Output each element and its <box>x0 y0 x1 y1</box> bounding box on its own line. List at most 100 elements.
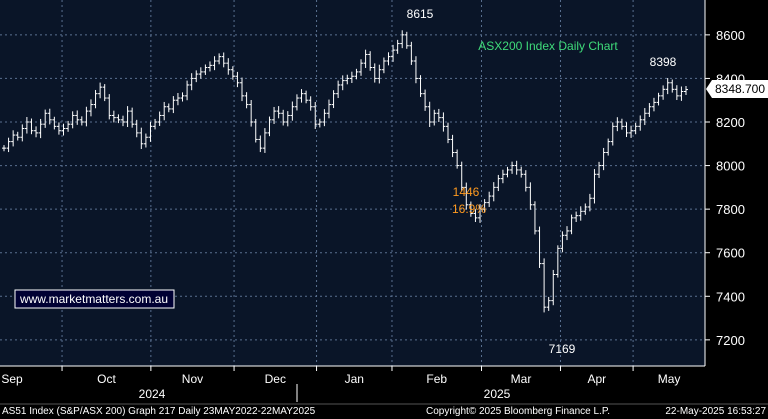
ohlc-bar <box>66 120 71 132</box>
ohlc-bar <box>308 96 313 111</box>
ohlc-bar <box>56 122 61 135</box>
ohlc-bar <box>317 118 322 128</box>
chart-title: ASX200 Index Daily Chart <box>478 39 618 53</box>
ohlc-bar <box>670 79 675 93</box>
ohlc-bar <box>244 92 249 109</box>
ohlc-bar <box>180 92 185 102</box>
ohlc-bar <box>441 112 446 132</box>
ohlc-bar <box>345 74 350 85</box>
ohlc-bar <box>262 128 267 153</box>
ohlc-bar <box>226 58 231 75</box>
ohlc-bar <box>166 103 171 113</box>
x-tick-label: Jan <box>345 372 364 386</box>
ohlc-bar <box>221 52 226 68</box>
ohlc-bar <box>11 130 16 147</box>
ohlc-bar <box>240 77 245 102</box>
ohlc-bar <box>519 166 524 178</box>
ohlc-bar <box>217 53 222 65</box>
ohlc-bar <box>496 174 501 192</box>
ohlc-bar <box>542 258 547 313</box>
ohlc-bar <box>468 201 473 217</box>
ohlc-bar <box>6 137 11 153</box>
ohlc-bar <box>107 94 112 120</box>
y-tick-label: 8000 <box>716 159 745 174</box>
y-tick-label: 7400 <box>716 289 745 304</box>
ohlc-bar <box>510 161 515 174</box>
ohlc-bar <box>432 109 437 126</box>
ohlc-bars <box>2 30 688 313</box>
ohlc-bar <box>43 109 48 128</box>
x-tick-label: Nov <box>182 372 203 386</box>
ohlc-bar <box>290 101 295 121</box>
ohlc-bar <box>359 59 364 76</box>
ohlc-bar <box>143 133 148 148</box>
ohlc-bar <box>313 101 318 129</box>
x-tick-label: Apr <box>587 372 606 386</box>
ohlc-bar <box>455 149 460 169</box>
ohlc-bar <box>395 39 400 54</box>
ohlc-bar <box>230 66 235 80</box>
ohlc-bar <box>478 204 483 223</box>
ohlc-bar <box>88 99 93 117</box>
ohlc-bar <box>647 103 652 117</box>
ohlc-bar <box>377 64 382 84</box>
ohlc-bar <box>679 86 684 101</box>
ohlc-bar <box>578 206 583 221</box>
ohlc-bar <box>473 209 478 222</box>
x-tick-label: Oct <box>97 372 116 386</box>
ohlc-bar <box>272 106 277 124</box>
ohlc-bar <box>661 85 666 100</box>
ohlc-bar <box>258 135 263 153</box>
ohlc-bar <box>619 118 624 130</box>
ohlc-bar <box>2 145 6 152</box>
ohlc-bar <box>391 44 396 62</box>
x-tick-label: Feb <box>426 372 447 386</box>
ohlc-bar <box>569 214 574 235</box>
ohlc-bar <box>102 84 107 102</box>
ohlc-bar <box>409 41 414 65</box>
ohlc-bar <box>642 108 647 126</box>
ohlc-bar <box>445 122 450 144</box>
ohlc-bar <box>487 191 492 207</box>
x-tick-labels: Sep Oct Nov Dec Jan Feb Mar Apr May <box>1 366 680 386</box>
ohlc-bar <box>601 147 606 171</box>
ohlc-bar <box>15 131 20 141</box>
ohlc-bar <box>592 169 597 204</box>
ohlc-bar <box>47 108 52 125</box>
ohlc-bar <box>464 182 469 210</box>
ohlc-bar <box>294 94 299 111</box>
ohlc-bar <box>34 126 39 138</box>
ohlc-bar <box>29 118 34 135</box>
watermark-box <box>14 289 175 309</box>
high-label: 8615 <box>407 7 434 21</box>
x-tick-label: May <box>658 372 681 386</box>
ohlc-bar <box>130 107 135 128</box>
ohlc-bar <box>551 269 556 306</box>
ohlc-bar <box>423 89 428 111</box>
ohlc-bar <box>84 106 89 127</box>
low-label: 7169 <box>549 342 576 356</box>
y-tick-label: 8600 <box>716 28 745 43</box>
ohlc-bar <box>198 67 203 79</box>
ohlc-bar <box>249 99 254 127</box>
ohlc-bar <box>93 89 98 109</box>
ohlc-bar <box>121 115 126 127</box>
ohlc-bar <box>555 245 560 278</box>
ohlc-bar <box>162 101 167 121</box>
last-value-box <box>706 80 768 98</box>
ohlc-bar <box>111 110 116 123</box>
ohlc-bar <box>354 68 359 80</box>
ohlc-bar <box>564 226 569 241</box>
ohlc-bar <box>322 109 327 127</box>
ohlc-bar <box>363 49 368 68</box>
ohlc-bar <box>175 93 180 106</box>
ohlc-bar <box>368 51 373 71</box>
x-tick-label: Dec <box>265 372 286 386</box>
ohlc-bar <box>157 111 162 126</box>
ohlc-bar <box>349 71 354 84</box>
ohlc-bar <box>70 111 75 129</box>
ohlc-bar <box>194 70 199 83</box>
ohlc-bar <box>656 92 661 106</box>
